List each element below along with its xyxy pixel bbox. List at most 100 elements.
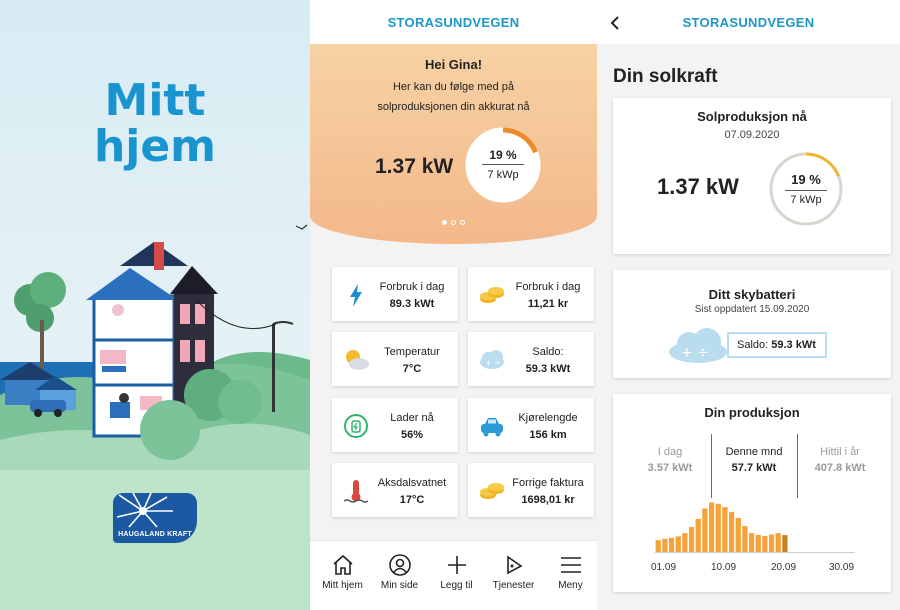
- card-title: Ditt skybatteri: [708, 287, 796, 302]
- tab-min-side[interactable]: Min side: [371, 541, 428, 610]
- cloud-battery-card[interactable]: Ditt skybatteri Sist oppdatert 15.09.202…: [613, 270, 891, 378]
- address-header[interactable]: STORASUNDVEGEN: [682, 15, 815, 30]
- stat-divider: [711, 434, 712, 498]
- svg-text:+ ÷: + ÷: [485, 358, 501, 367]
- card-lake-temperature[interactable]: Aksdalsvatnet 17°C: [332, 463, 458, 517]
- current-production-card: Solproduksjon nå 07.09.2020 1.37 kW 19 %…: [613, 98, 891, 254]
- production-bar: [748, 533, 755, 552]
- production-bar: [768, 534, 775, 552]
- card-consumption-kwh[interactable]: Forbruk i dag 89.3 kWt: [332, 267, 458, 321]
- card-value: 156 km: [529, 429, 567, 441]
- current-power: 1.37 kW: [375, 155, 454, 178]
- address-header[interactable]: STORASUNDVEGEN: [310, 0, 597, 44]
- stat-divider: [797, 434, 798, 498]
- production-bar-chart: [655, 502, 855, 553]
- solar-detail-screen: STORASUNDVEGEN Din solkraft Solproduksjo…: [597, 0, 900, 610]
- coins-icon: [480, 287, 504, 303]
- intro-text: Her kan du følge med på solproduksjonen …: [310, 77, 597, 117]
- card-label: Aksdalsvatnet: [377, 477, 447, 489]
- stat-today[interactable]: I dag 3.57 kWt: [627, 446, 713, 474]
- card-label: Temperatur: [384, 346, 440, 358]
- card-title: Din produksjon: [704, 405, 800, 420]
- logo-text: HAUGALAND KRAFT: [118, 531, 192, 538]
- card-value: 11,21 kr: [527, 298, 569, 310]
- balance-value: 59.3 kWt: [771, 339, 816, 351]
- production-bar: [662, 538, 668, 552]
- production-bar: [728, 511, 735, 552]
- production-ring: 19 % 7 kWp: [767, 150, 845, 228]
- production-bar: [655, 540, 661, 552]
- card-temperature[interactable]: Temperatur 7°C: [332, 332, 458, 386]
- app-title-line2: hjem: [93, 121, 217, 172]
- production-bar: [755, 534, 761, 552]
- production-bar: [695, 518, 701, 552]
- card-value: 1698,01 kr: [521, 494, 575, 506]
- card-value: 7°C: [402, 363, 422, 375]
- x-tick-label: 10.09: [711, 562, 737, 573]
- card-value: 56%: [400, 429, 424, 441]
- app-title: Mitt hjem: [0, 78, 310, 170]
- dashboard-screen: STORASUNDVEGEN Hei Gina! Her kan du følg…: [310, 0, 597, 610]
- production-bar: [708, 502, 715, 552]
- tab-meny[interactable]: Meny: [542, 541, 597, 610]
- production-bar: [722, 507, 728, 552]
- production-bar: [682, 533, 688, 552]
- haugaland-kraft-logo: HAUGALAND KRAFT: [113, 493, 197, 543]
- card-label: Forbruk i dag: [515, 281, 581, 293]
- stat-value: 3.57 kWt: [647, 462, 693, 474]
- production-bar: [675, 536, 681, 552]
- tab-tjenester[interactable]: Tjenester: [485, 541, 542, 610]
- production-bar: [702, 508, 708, 552]
- ring-divider: [482, 164, 524, 165]
- balance-label: Saldo:: [737, 339, 769, 351]
- card-charging[interactable]: Lader nå 56%: [332, 398, 458, 452]
- production-bar: [735, 517, 741, 552]
- card-last-invoice[interactable]: Forrige faktura 1698,01 kr: [468, 463, 594, 517]
- solar-hero-card[interactable]: Hei Gina! Her kan du følge med på solpro…: [310, 44, 597, 244]
- tab-label: Meny: [558, 580, 583, 591]
- tab-label: Min side: [380, 580, 419, 591]
- capacity-label: 7 kWp: [790, 194, 822, 206]
- bottom-tab-bar: Mitt hjem Min side Legg til Tjenester Me…: [310, 540, 597, 610]
- menu-icon: [561, 557, 581, 573]
- back-arrow-icon[interactable]: [609, 15, 621, 31]
- home-icon: [333, 554, 353, 575]
- tab-label: Tjenester: [492, 580, 535, 591]
- tab-mitt-hjem[interactable]: Mitt hjem: [314, 541, 371, 610]
- card-range[interactable]: Kjørelengde 156 km: [468, 398, 594, 452]
- plus-icon: [448, 556, 466, 574]
- user-icon: [389, 554, 411, 576]
- card-value: 89.3 kWt: [389, 298, 435, 310]
- card-title: Solproduksjon nå: [697, 109, 807, 124]
- stat-label: Denne mnd: [725, 446, 783, 458]
- cloud-battery-icon: + ÷: [480, 350, 504, 369]
- stat-label: Hittil i år: [820, 446, 860, 458]
- production-bar: [762, 535, 768, 552]
- water-temperature-icon: [343, 480, 369, 503]
- card-consumption-cost[interactable]: Forbruk i dag 11,21 kr: [468, 267, 594, 321]
- splash-screen: Mitt hjem: [0, 0, 310, 610]
- production-bar: [668, 537, 675, 552]
- percent-label: 19 %: [791, 172, 821, 187]
- progress-arc: [465, 127, 541, 203]
- stat-value: 407.8 kWt: [814, 462, 866, 474]
- card-balance[interactable]: + ÷ Saldo: 59.3 kWt: [468, 332, 594, 386]
- x-tick-label: 01.09: [651, 562, 677, 573]
- x-tick-label: 20.09: [771, 562, 797, 573]
- page-indicator[interactable]: [310, 220, 597, 225]
- card-value: 17°C: [399, 494, 425, 506]
- stat-label: I dag: [657, 446, 683, 458]
- stat-year-to-date[interactable]: Hittil i år 407.8 kWt: [797, 446, 883, 474]
- production-bar: [715, 503, 721, 552]
- production-date: 07.09.2020: [724, 129, 780, 141]
- progress-arc: [769, 152, 843, 226]
- page-dot[interactable]: [460, 220, 465, 225]
- page-dot[interactable]: [451, 220, 456, 225]
- svg-text:+ ÷: + ÷: [681, 345, 709, 361]
- page-dot-active[interactable]: [442, 220, 447, 225]
- tab-legg-til[interactable]: Legg til: [428, 541, 485, 610]
- card-label: Kjørelengde: [518, 412, 578, 424]
- production-card: Din produksjon I dag 3.57 kWt Denne mnd …: [613, 394, 891, 592]
- app-title-line1: Mitt: [104, 75, 206, 126]
- stat-this-month[interactable]: Denne mnd 57.7 kWt: [711, 446, 797, 474]
